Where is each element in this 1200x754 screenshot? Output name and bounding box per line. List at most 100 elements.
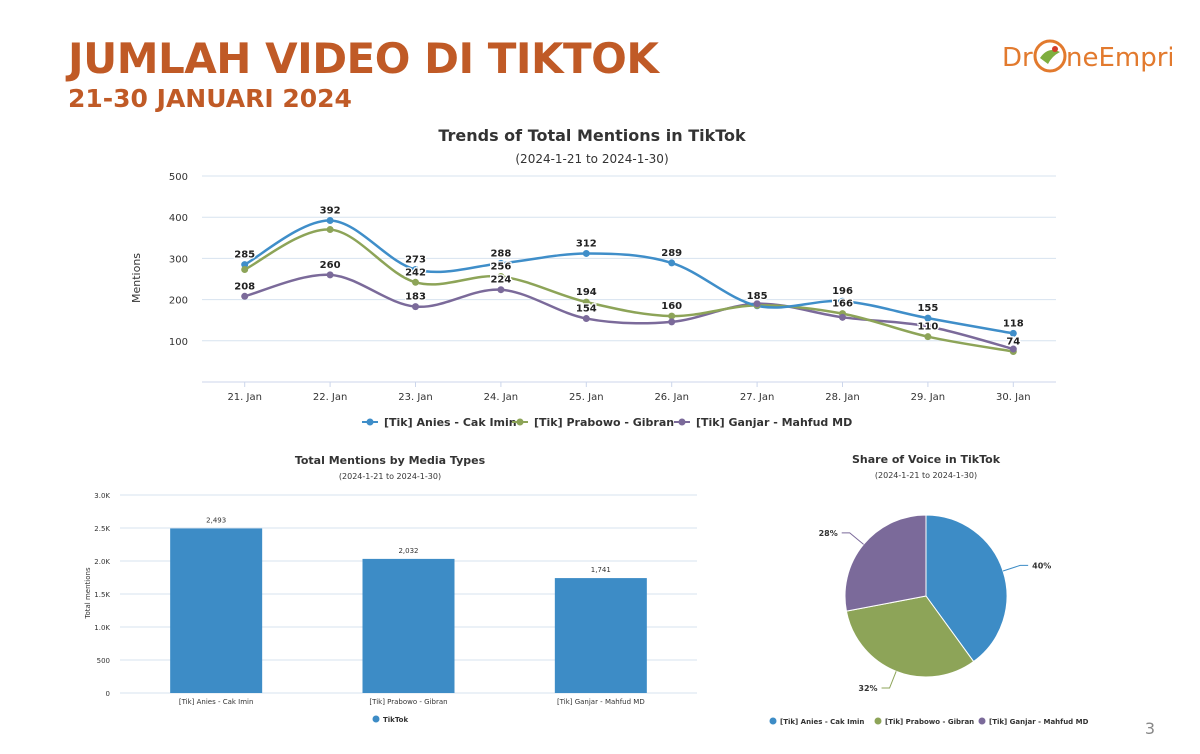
bar-chart-bar [362,558,455,693]
line-chart-xtick: 25. Jan [569,392,604,403]
legend-marker [366,418,374,426]
pie-chart-data-label: 28% [819,529,838,538]
line-chart-point [241,292,249,300]
line-chart-data-label: 194 [576,287,597,298]
bar-chart-ytick: 3.0K [94,492,110,500]
line-chart-subtitle: (2024-1-21 to 2024-1-30) [515,152,668,166]
line-chart-data-label: 208 [234,281,255,292]
line-chart-point [1009,329,1017,337]
pie-chart-title: Share of Voice in TikTok [852,453,1001,466]
line-chart-ytick: 200 [169,296,188,307]
line-chart-point [668,318,676,326]
line-chart-data-label: 160 [661,301,682,312]
bar-chart-data-label: 1,741 [591,566,611,574]
line-chart-data-label: 392 [320,205,341,216]
line-chart-data-label: 273 [405,255,426,266]
line-chart-point [326,216,334,224]
legend-marker [516,418,524,426]
line-chart-point [668,312,676,320]
pie-chart-data-label: 32% [858,684,877,693]
pie-chart-subtitle: (2024-1-21 to 2024-1-30) [875,471,977,480]
logo-drone-icon [1033,39,1067,73]
media-types-bar-chart: Total Mentions by Media Types (2024-1-21… [84,454,697,724]
line-chart-xtick: 22. Jan [313,392,348,403]
line-chart-point [582,249,590,257]
pie-chart-legend-item: [Tik] Prabowo - Gibran [885,718,974,726]
line-chart-point [924,333,932,341]
pie-chart-connector [881,671,897,689]
line-chart-point [412,266,419,274]
bar-chart-xtick: [Tik] Ganjar - Mahfud MD [557,698,645,706]
bar-chart-bar [554,578,647,693]
line-chart-ytick: 100 [169,337,188,348]
bar-chart-ylabel: Total mentions [84,567,92,620]
line-chart-series-line [244,273,1014,351]
line-chart-xtick: 28. Jan [825,392,860,403]
page-number: 3 [1144,719,1155,738]
line-chart-ytick: 400 [169,213,188,224]
line-chart-data-label: 285 [234,250,255,261]
line-chart-data-label: 256 [490,262,511,273]
bar-chart-title: Total Mentions by Media Types [295,454,486,467]
line-chart-series-line [244,228,1014,353]
line-chart-point [753,300,761,308]
line-chart-point [412,278,419,286]
line-chart-xtick: 27. Jan [740,392,775,403]
line-chart-point [668,259,676,267]
pie-chart-slice [925,514,1008,663]
line-chart-data-label: 166 [832,299,853,310]
line-chart-xtick: 29. Jan [911,392,946,403]
drone-emprit-logo: Dr neEmprit [1002,39,1172,73]
line-chart-xtick: 24. Jan [484,392,519,403]
line-chart-data-label: 183 [405,292,426,303]
pie-chart-legend-item: [Tik] Ganjar - Mahfud MD [989,718,1089,726]
bar-chart-data-label: 2,032 [398,547,418,555]
bar-chart-data-label: 2,493 [206,516,226,524]
line-chart-point [582,298,590,306]
line-chart-data-label: 196 [832,286,853,297]
page-title: JUMLAH VIDEO DI TIKTOK [68,34,659,83]
line-chart-legend-item: [Tik] Ganjar - Mahfud MD [696,416,852,429]
pie-chart-slice [845,595,975,678]
line-chart-data-label: 185 [747,291,768,302]
line-chart-point [497,273,505,281]
logo-text-post: neEmprit [1066,43,1172,73]
line-chart-data-label: 224 [490,275,511,286]
line-chart-ylabel: Mentions [130,253,143,303]
line-chart-point [241,266,249,274]
line-chart-series-line [244,219,1014,335]
pie-chart-slice [844,514,927,612]
line-chart-data-label: 154 [576,304,597,315]
pie-chart-data-label: 40% [1032,561,1051,570]
line-chart-point [924,314,932,322]
line-chart-point [582,315,590,323]
line-chart-xtick: 21. Jan [227,392,262,403]
bar-chart-ytick: 0 [106,690,110,698]
line-chart-data-label: 288 [490,248,511,259]
bar-chart-xtick: [Tik] Anies - Cak Imin [179,698,254,706]
line-chart-ytick: 500 [169,172,188,183]
pie-chart-legend-marker [769,717,777,725]
line-chart-point [1009,345,1017,353]
bar-chart-subtitle: (2024-1-21 to 2024-1-30) [339,472,441,481]
line-chart-data-label: 118 [1003,318,1024,329]
logo-bird-icon [1040,50,1060,64]
pie-chart-legend-marker [978,717,986,725]
line-chart-point [839,313,846,321]
line-chart-point [839,297,846,305]
legend-marker [678,418,686,426]
line-chart-data-label: 242 [405,267,426,278]
bar-chart-xtick: [Tik] Prabowo - Gibran [369,698,447,706]
line-chart-legend-item: [Tik] Prabowo - Gibran [534,416,674,429]
line-chart-point [412,303,419,311]
line-chart-ytick: 300 [169,254,188,265]
page-subtitle: 21-30 JANUARI 2024 [68,84,352,113]
line-chart-point [497,259,505,267]
line-chart-data-label: 312 [576,238,597,249]
line-chart-point [497,286,505,294]
trends-line-chart: Trends of Total Mentions in TikTok (2024… [130,126,1056,429]
line-chart-legend-item: [Tik] Anies - Cak Imin [384,416,517,429]
pie-chart-legend-item: [Tik] Anies - Cak Imin [780,718,864,726]
bar-chart-bar [170,528,263,693]
line-chart-point [326,271,334,279]
